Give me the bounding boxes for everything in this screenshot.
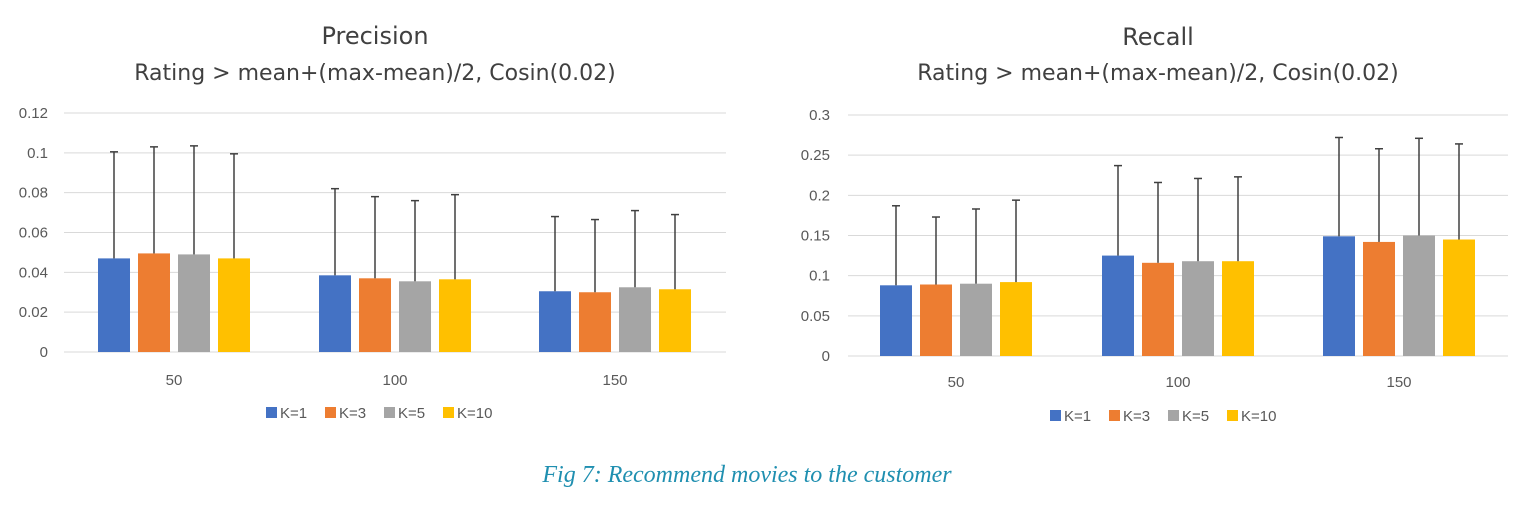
y-tick-label: 0.3	[809, 107, 830, 124]
bar-k10-100	[439, 279, 471, 352]
bar-k3-50	[920, 284, 952, 356]
chart-subtitle: Rating > mean+(max-mean)/2, Cosin(0.02)	[917, 61, 1399, 86]
bar-k3-150	[579, 292, 611, 352]
legend-label: K=5	[398, 405, 425, 422]
x-category-label: 100	[382, 372, 407, 389]
legend-swatch	[1050, 410, 1061, 421]
legend-swatch	[443, 407, 454, 418]
x-category-label: 150	[602, 372, 627, 389]
chart-title: Recall	[1122, 23, 1194, 51]
y-tick-label: 0.1	[809, 268, 830, 285]
bar-k1-150	[539, 291, 571, 352]
legend-label: K=10	[1241, 408, 1276, 425]
y-tick-label: 0	[822, 348, 830, 365]
bar-k3-50	[138, 253, 170, 352]
bar-k5-100	[1182, 261, 1214, 356]
chart-subtitle: Rating > mean+(max-mean)/2, Cosin(0.02)	[134, 61, 616, 86]
y-tick-label: 0.2	[809, 187, 830, 204]
precision-chart: Precision Rating > mean+(max-mean)/2, Cos…	[0, 0, 770, 450]
x-category-label: 50	[948, 374, 965, 391]
bar-k5-50	[178, 254, 210, 352]
legend-swatch	[1109, 410, 1120, 421]
legend-label: K=1	[280, 405, 307, 422]
figure-caption: Fig 7: Recommend movies to the customer	[542, 462, 952, 488]
y-tick-label: 0	[40, 344, 48, 361]
legend-swatch	[1168, 410, 1179, 421]
legend-label: K=10	[457, 405, 492, 422]
y-tick-label: 0.02	[19, 304, 48, 321]
x-category-label: 100	[1165, 374, 1190, 391]
bar-k5-150	[1403, 235, 1435, 356]
y-tick-label: 0.1	[27, 145, 48, 162]
legend-label: K=1	[1064, 408, 1091, 425]
legend-swatch	[325, 407, 336, 418]
bar-k5-100	[399, 281, 431, 352]
y-tick-label: 0.25	[801, 147, 830, 164]
bar-k1-50	[98, 258, 130, 352]
y-tick-label: 0.15	[801, 228, 830, 245]
bar-k10-150	[659, 289, 691, 352]
bar-k1-50	[880, 285, 912, 356]
y-tick-label: 0.05	[801, 308, 830, 325]
bar-k1-150	[1323, 236, 1355, 356]
legend-label: K=3	[339, 405, 366, 422]
legend-label: K=5	[1182, 408, 1209, 425]
bar-k10-50	[218, 258, 250, 352]
bar-k3-100	[1142, 262, 1174, 356]
bar-k3-150	[1363, 241, 1395, 356]
chart-svg: Precision Rating > mean+(max-mean)/2, Cos…	[19, 22, 726, 422]
y-tick-label: 0.08	[19, 185, 48, 202]
chart-svg: Recall Rating > mean+(max-mean)/2, Cosin(…	[801, 23, 1508, 425]
y-tick-label: 0.04	[19, 264, 48, 281]
legend-swatch	[384, 407, 395, 418]
bar-k5-50	[960, 283, 992, 356]
legend-label: K=3	[1123, 408, 1150, 425]
legend-swatch	[266, 407, 277, 418]
legend-swatch	[1227, 410, 1238, 421]
bar-k1-100	[319, 275, 351, 352]
chart-title: Precision	[321, 22, 428, 50]
bar-k10-50	[1000, 282, 1032, 356]
x-category-label: 50	[166, 372, 183, 389]
x-category-label: 150	[1386, 374, 1411, 391]
bar-k10-100	[1222, 261, 1254, 356]
recall-chart: Recall Rating > mean+(max-mean)/2, Cosin(…	[770, 0, 1534, 450]
bar-k3-100	[359, 278, 391, 352]
bar-k1-100	[1102, 255, 1134, 356]
y-tick-label: 0.06	[19, 225, 48, 242]
bar-k5-150	[619, 287, 651, 352]
bar-k10-150	[1443, 239, 1475, 356]
y-tick-label: 0.12	[19, 105, 48, 122]
